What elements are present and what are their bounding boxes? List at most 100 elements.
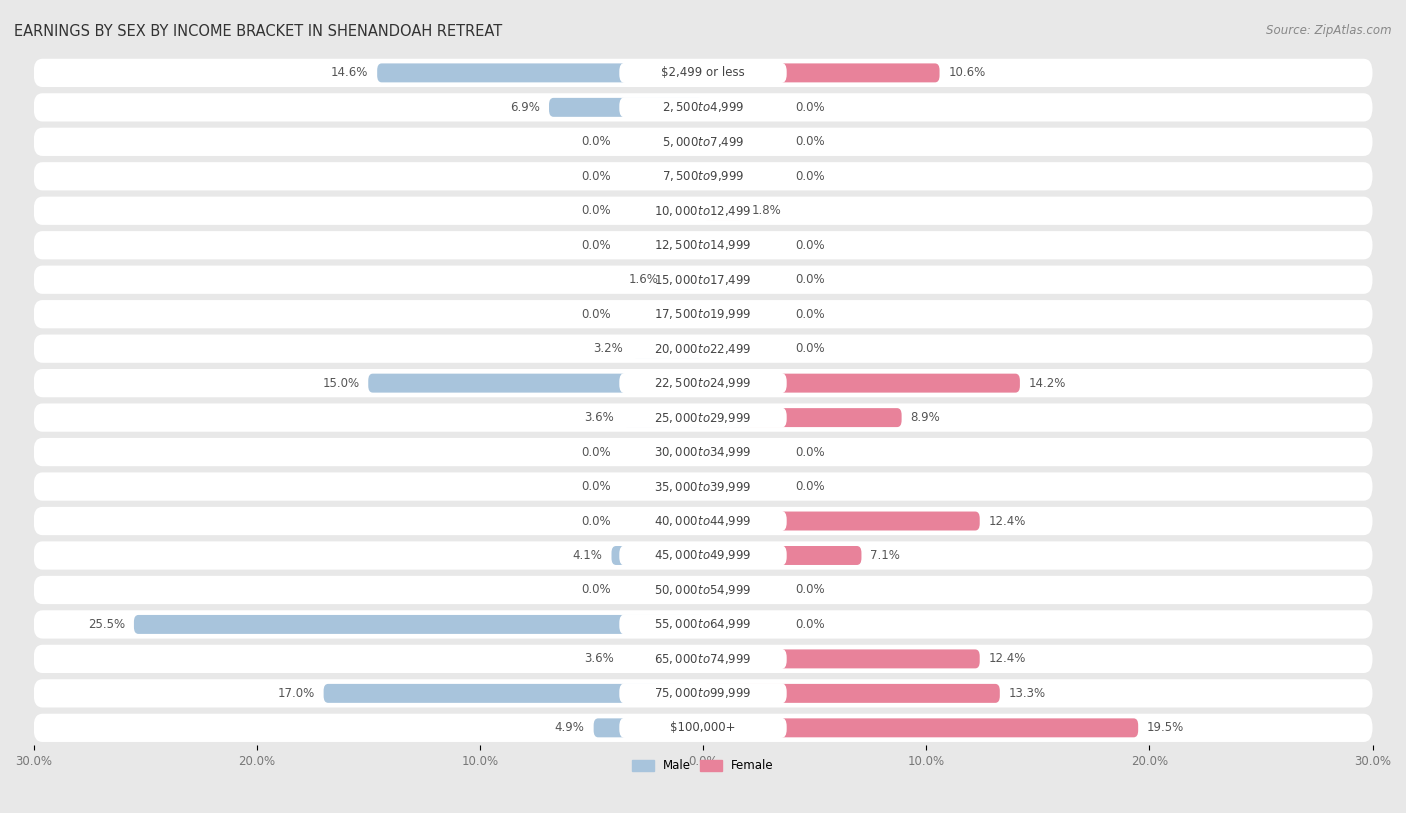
Text: 0.0%: 0.0% [796, 584, 825, 597]
Text: 0.0%: 0.0% [796, 342, 825, 355]
Text: 14.6%: 14.6% [330, 67, 368, 80]
Text: Source: ZipAtlas.com: Source: ZipAtlas.com [1267, 24, 1392, 37]
FancyBboxPatch shape [619, 407, 787, 428]
FancyBboxPatch shape [703, 719, 1139, 737]
Text: 12.4%: 12.4% [988, 652, 1026, 665]
Text: $65,000 to $74,999: $65,000 to $74,999 [654, 652, 752, 666]
Text: 13.3%: 13.3% [1008, 687, 1046, 700]
FancyBboxPatch shape [619, 98, 787, 118]
Text: $7,500 to $9,999: $7,500 to $9,999 [662, 169, 744, 183]
Text: 0.0%: 0.0% [581, 515, 610, 528]
Text: 1.6%: 1.6% [628, 273, 658, 286]
FancyBboxPatch shape [703, 684, 1000, 703]
Text: 4.9%: 4.9% [555, 721, 585, 734]
FancyBboxPatch shape [34, 266, 1372, 293]
FancyBboxPatch shape [34, 59, 1372, 87]
FancyBboxPatch shape [368, 374, 703, 393]
Text: $2,499 or less: $2,499 or less [661, 67, 745, 80]
FancyBboxPatch shape [703, 650, 980, 668]
FancyBboxPatch shape [619, 476, 787, 497]
FancyBboxPatch shape [631, 339, 703, 359]
Text: 0.0%: 0.0% [796, 273, 825, 286]
FancyBboxPatch shape [619, 442, 787, 463]
Text: EARNINGS BY SEX BY INCOME BRACKET IN SHENANDOAH RETREAT: EARNINGS BY SEX BY INCOME BRACKET IN SHE… [14, 24, 502, 39]
Text: 1.8%: 1.8% [752, 204, 782, 217]
Text: 3.6%: 3.6% [583, 411, 614, 424]
Text: 0.0%: 0.0% [796, 170, 825, 183]
Text: $40,000 to $44,999: $40,000 to $44,999 [654, 514, 752, 528]
Text: 0.0%: 0.0% [581, 446, 610, 459]
Text: 0.0%: 0.0% [796, 446, 825, 459]
Text: 0.0%: 0.0% [581, 170, 610, 183]
Text: $45,000 to $49,999: $45,000 to $49,999 [654, 549, 752, 563]
FancyBboxPatch shape [34, 93, 1372, 121]
Text: $2,500 to $4,999: $2,500 to $4,999 [662, 100, 744, 115]
Text: 4.1%: 4.1% [572, 549, 603, 562]
FancyBboxPatch shape [34, 506, 1372, 535]
Text: $55,000 to $64,999: $55,000 to $64,999 [654, 617, 752, 632]
Text: 19.5%: 19.5% [1147, 721, 1184, 734]
Text: $20,000 to $22,499: $20,000 to $22,499 [654, 341, 752, 355]
FancyBboxPatch shape [623, 650, 703, 668]
FancyBboxPatch shape [619, 718, 787, 738]
Text: 10.6%: 10.6% [949, 67, 986, 80]
FancyBboxPatch shape [619, 580, 787, 600]
FancyBboxPatch shape [593, 719, 703, 737]
FancyBboxPatch shape [619, 201, 787, 221]
Text: $100,000+: $100,000+ [671, 721, 735, 734]
Text: $25,000 to $29,999: $25,000 to $29,999 [654, 411, 752, 424]
Text: 12.4%: 12.4% [988, 515, 1026, 528]
FancyBboxPatch shape [34, 438, 1372, 466]
Text: 0.0%: 0.0% [796, 101, 825, 114]
FancyBboxPatch shape [703, 202, 744, 220]
FancyBboxPatch shape [619, 235, 787, 255]
FancyBboxPatch shape [134, 615, 703, 634]
Text: 6.9%: 6.9% [510, 101, 540, 114]
Legend: Male, Female: Male, Female [627, 754, 779, 777]
FancyBboxPatch shape [34, 231, 1372, 259]
FancyBboxPatch shape [612, 546, 703, 565]
FancyBboxPatch shape [619, 546, 787, 566]
FancyBboxPatch shape [703, 63, 939, 82]
Text: 0.0%: 0.0% [581, 480, 610, 493]
Text: 17.0%: 17.0% [277, 687, 315, 700]
FancyBboxPatch shape [34, 472, 1372, 501]
Text: $30,000 to $34,999: $30,000 to $34,999 [654, 445, 752, 459]
FancyBboxPatch shape [34, 369, 1372, 398]
FancyBboxPatch shape [34, 403, 1372, 432]
FancyBboxPatch shape [34, 541, 1372, 570]
FancyBboxPatch shape [623, 408, 703, 427]
Text: 25.5%: 25.5% [87, 618, 125, 631]
FancyBboxPatch shape [619, 270, 787, 290]
FancyBboxPatch shape [34, 334, 1372, 363]
FancyBboxPatch shape [703, 546, 862, 565]
Text: 0.0%: 0.0% [581, 204, 610, 217]
Text: 3.2%: 3.2% [593, 342, 623, 355]
FancyBboxPatch shape [619, 63, 787, 83]
FancyBboxPatch shape [619, 373, 787, 393]
Text: 0.0%: 0.0% [581, 239, 610, 252]
FancyBboxPatch shape [619, 166, 787, 186]
FancyBboxPatch shape [377, 63, 703, 82]
Text: $5,000 to $7,499: $5,000 to $7,499 [662, 135, 744, 149]
FancyBboxPatch shape [34, 611, 1372, 638]
Text: 3.6%: 3.6% [583, 652, 614, 665]
FancyBboxPatch shape [619, 304, 787, 324]
Text: 0.0%: 0.0% [581, 307, 610, 320]
Text: $17,500 to $19,999: $17,500 to $19,999 [654, 307, 752, 321]
Text: 0.0%: 0.0% [581, 584, 610, 597]
FancyBboxPatch shape [34, 714, 1372, 742]
FancyBboxPatch shape [703, 408, 901, 427]
FancyBboxPatch shape [703, 511, 980, 531]
Text: 0.0%: 0.0% [796, 307, 825, 320]
Text: $35,000 to $39,999: $35,000 to $39,999 [654, 480, 752, 493]
Text: 0.0%: 0.0% [581, 135, 610, 148]
Text: 7.1%: 7.1% [870, 549, 900, 562]
FancyBboxPatch shape [323, 684, 703, 703]
Text: $10,000 to $12,499: $10,000 to $12,499 [654, 204, 752, 218]
Text: $15,000 to $17,499: $15,000 to $17,499 [654, 272, 752, 287]
FancyBboxPatch shape [34, 645, 1372, 673]
Text: 14.2%: 14.2% [1029, 376, 1066, 389]
Text: 0.0%: 0.0% [796, 480, 825, 493]
FancyBboxPatch shape [34, 128, 1372, 156]
